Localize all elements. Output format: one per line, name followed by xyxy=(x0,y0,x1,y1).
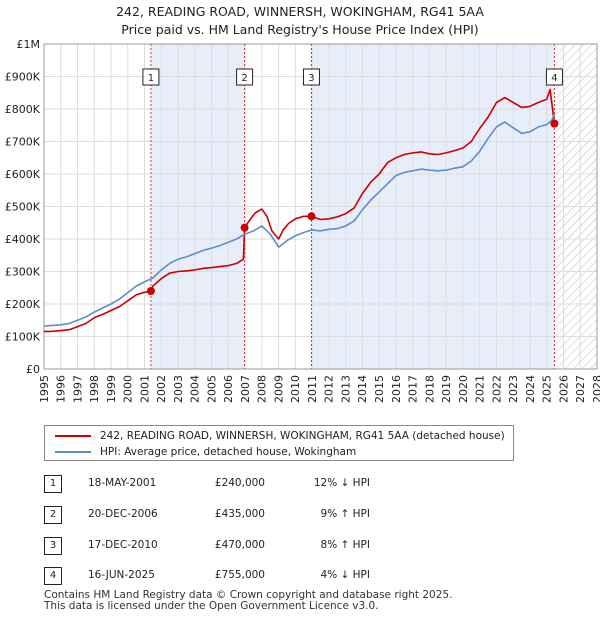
transaction-date: 17-DEC-2010 xyxy=(88,539,158,551)
transaction-hpi: 9% ↑ HPI xyxy=(320,508,370,520)
transaction-price: £470,000 xyxy=(214,539,265,551)
sale-point xyxy=(550,119,559,128)
transaction-price: £240,000 xyxy=(214,477,265,489)
marker-label: 2 xyxy=(241,73,247,84)
marker-label: 3 xyxy=(308,73,314,84)
y-tick-label: £600K xyxy=(5,168,41,181)
chart-title: 242, READING ROAD, WINNERSH, WOKINGHAM, … xyxy=(0,3,600,39)
x-tick-label: 2025 xyxy=(541,375,554,403)
marker-label-box xyxy=(142,68,160,86)
transaction-price: £435,000 xyxy=(214,508,265,520)
y-tick-label: £400K xyxy=(5,233,41,246)
x-tick-label: 1996 xyxy=(55,375,68,403)
x-tick-label: 2022 xyxy=(490,375,503,403)
y-tick-label: £800K xyxy=(5,103,41,116)
x-tick-label: 2002 xyxy=(155,375,168,403)
transaction-row: 2 20-DEC-2006 £435,000 9% ↑ HPI xyxy=(0,506,600,528)
transaction-number: 2 xyxy=(44,506,62,524)
series-line-property xyxy=(43,88,556,333)
x-tick-label: 1995 xyxy=(38,375,51,403)
transaction-number: 3 xyxy=(44,537,62,555)
y-tick-label: £900K xyxy=(5,71,41,84)
x-tick-label: 2013 xyxy=(339,375,352,403)
marker-label: 1 xyxy=(148,73,154,84)
x-tick-label: 2016 xyxy=(390,375,403,403)
footer: Contains HM Land Registry data © Crown c… xyxy=(44,590,452,612)
transaction-date: 16-JUN-2025 xyxy=(88,569,155,581)
y-tick-label: £300K xyxy=(5,266,41,279)
sale-point xyxy=(307,212,316,221)
transaction-row: 3 17-DEC-2010 £470,000 8% ↑ HPI xyxy=(0,537,600,559)
sale-point xyxy=(240,223,249,232)
x-tick-label: 2017 xyxy=(407,375,420,403)
transaction-number: 4 xyxy=(44,567,62,585)
legend-swatch-property xyxy=(55,435,91,437)
x-tick-label: 2024 xyxy=(524,375,537,403)
x-tick-label: 2012 xyxy=(323,375,336,403)
transaction-hpi: 4% ↓ HPI xyxy=(320,569,370,581)
x-tick-label: 2001 xyxy=(138,375,151,403)
y-tick-label: £700K xyxy=(5,136,41,149)
x-tick-label: 2027 xyxy=(574,375,587,403)
x-tick-label: 2000 xyxy=(122,375,135,403)
x-tick-label: 1998 xyxy=(88,375,101,403)
transaction-row: 4 16-JUN-2025 £755,000 4% ↓ HPI xyxy=(0,567,600,589)
legend-swatch-hpi xyxy=(55,451,91,453)
x-tick-label: 2014 xyxy=(356,375,369,403)
y-tick-label: £0 xyxy=(26,363,40,376)
plot-frame xyxy=(43,43,598,370)
x-tick-label: 2008 xyxy=(256,375,269,403)
price-chart: £0 £100K £200K £300K £400K £500K £600K £700K £80… xyxy=(5,38,600,403)
marker-label-box xyxy=(236,68,254,86)
y-tick-label: £1M xyxy=(17,38,41,51)
footer-licence: This data is licensed under the Open Gov… xyxy=(44,600,379,612)
legend-label-property: 242, READING ROAD, WINNERSH, WOKINGHAM, … xyxy=(100,430,505,442)
x-tick-label: 2028 xyxy=(591,375,600,403)
x-tick-label: 2006 xyxy=(222,375,235,403)
x-tick-label: 2003 xyxy=(172,375,185,403)
transaction-price: £755,000 xyxy=(214,569,265,581)
footer-copyright: Contains HM Land Registry data © Crown c… xyxy=(44,589,453,601)
y-tick-label: £100K xyxy=(5,331,41,344)
transaction-date: 18-MAY-2001 xyxy=(88,477,157,489)
marker-label: 4 xyxy=(551,73,557,84)
title-line-1: 242, READING ROAD, WINNERSH, WOKINGHAM, … xyxy=(116,4,484,19)
x-tick-label: 2015 xyxy=(373,375,386,403)
x-tick-label: 2021 xyxy=(474,375,487,403)
x-tick-label: 2019 xyxy=(440,375,453,403)
y-tick-label: £500K xyxy=(5,201,41,214)
y-tick-label: £200K xyxy=(5,298,41,311)
legend-label-hpi: HPI: Average price, detached house, Woki… xyxy=(100,446,357,458)
x-tick-label: 2009 xyxy=(272,375,285,403)
series-line-hpi xyxy=(43,113,556,327)
marker-label-box xyxy=(302,68,320,86)
x-tick-label: 2005 xyxy=(205,375,218,403)
transaction-hpi: 8% ↑ HPI xyxy=(320,539,370,551)
x-tick-label: 2004 xyxy=(189,375,202,403)
x-tick-label: 1999 xyxy=(105,375,118,403)
x-tick-label: 1997 xyxy=(71,375,84,403)
marker-label-box xyxy=(545,68,563,86)
sale-point xyxy=(146,287,155,295)
title-line-2: Price paid vs. HM Land Registry's House … xyxy=(121,22,479,37)
x-tick-label: 2026 xyxy=(557,375,570,403)
transaction-row: 1 18-MAY-2001 £240,000 12% ↓ HPI xyxy=(0,475,600,497)
x-tick-label: 2020 xyxy=(457,375,470,403)
transaction-hpi: 12% ↓ HPI xyxy=(313,477,370,489)
x-tick-label: 2010 xyxy=(289,375,302,403)
x-tick-label: 2018 xyxy=(423,375,436,403)
legend: 242, READING ROAD, WINNERSH, WOKINGHAM, … xyxy=(44,425,514,461)
x-tick-label: 2023 xyxy=(507,375,520,403)
transaction-date: 20-DEC-2006 xyxy=(88,508,158,520)
x-tick-label: 2011 xyxy=(306,375,319,403)
x-tick-label: 2007 xyxy=(239,375,252,403)
transaction-number: 1 xyxy=(44,475,62,493)
